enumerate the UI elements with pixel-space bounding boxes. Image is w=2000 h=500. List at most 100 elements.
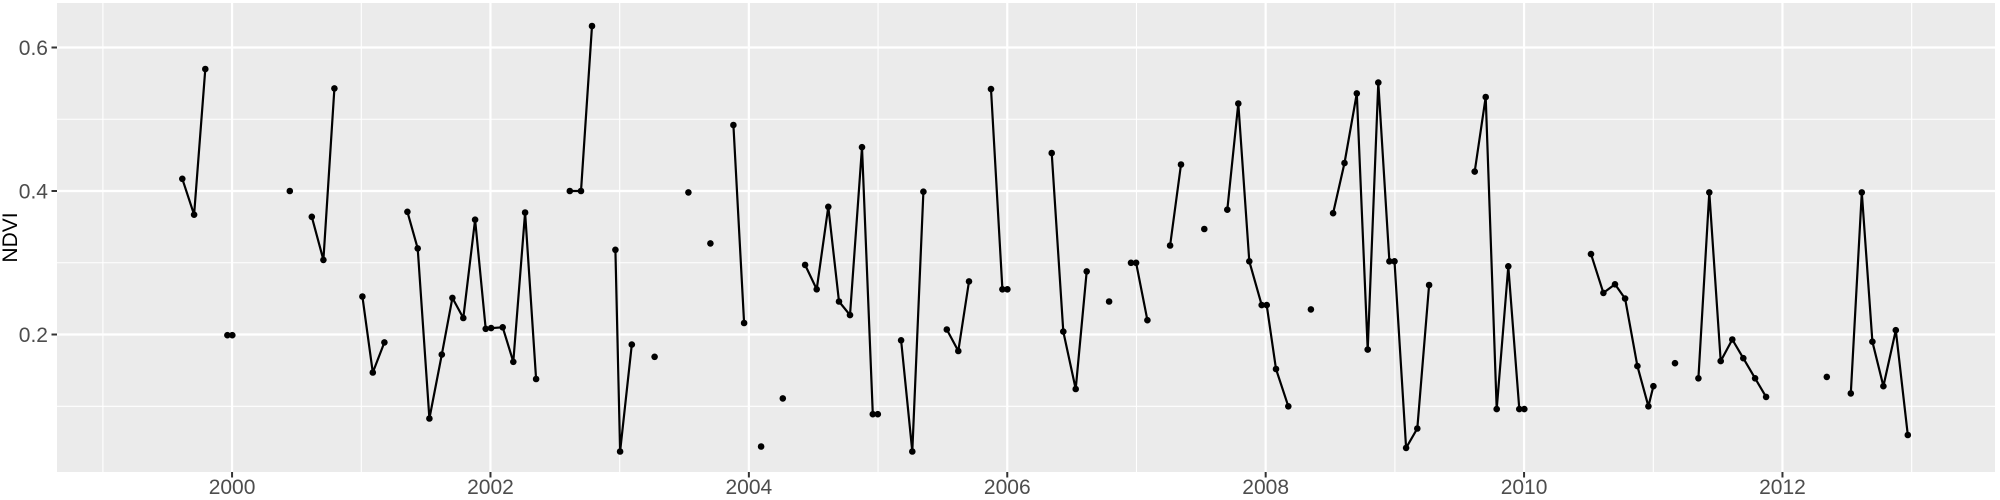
data-point [1482,93,1489,101]
data-point [1258,301,1265,309]
y-tick-label: 0.4 [19,181,49,204]
data-point [224,331,231,339]
data-point [1285,403,1292,410]
data-point [1521,405,1528,413]
data-point [1762,393,1770,401]
data-point [566,187,574,195]
data-point [1740,354,1747,362]
data-point [1386,258,1393,265]
data-point [1272,365,1280,373]
data-point [1751,375,1759,382]
data-point [1414,425,1421,432]
data-point [499,324,507,331]
data-point [858,143,866,151]
data-point [331,85,338,92]
data-point [965,278,973,285]
data-point [460,314,467,322]
y-axis-title: NDVI [0,212,22,262]
data-point [320,256,327,264]
data-point [1621,295,1629,302]
data-point [588,22,596,30]
data-point [707,240,714,247]
plot-panel [57,3,1995,472]
data-point [1611,281,1619,288]
data-point [404,208,411,216]
data-point [999,286,1006,293]
data-point [1132,259,1140,267]
data-point [1402,444,1410,452]
data-point [1004,286,1011,293]
data-point [612,246,619,254]
x-tick-label: 2008 [1242,476,1289,499]
data-point [1177,161,1185,168]
data-point [1144,316,1151,324]
data-point [1166,242,1174,249]
data-point [286,187,294,195]
data-point [1904,431,1912,439]
data-point [757,443,765,450]
data-point [1493,405,1500,413]
data-point [414,245,422,252]
data-point [1329,209,1337,217]
data-point [1600,289,1607,297]
data-point [1671,359,1679,367]
data-point [1307,306,1315,313]
data-point [1224,206,1231,213]
data-point [1201,225,1208,233]
data-point [987,85,995,93]
data-point [1471,168,1478,175]
data-point [1847,390,1855,397]
data-point [801,261,809,269]
x-tick-label: 2010 [1501,476,1548,499]
data-point [1880,382,1887,390]
data-point [1634,362,1641,370]
x-tick-label: 2012 [1759,476,1806,499]
data-point [1717,357,1724,365]
data-point [730,121,737,129]
data-point [449,294,456,302]
data-point [1695,375,1702,382]
y-tick-label: 0.6 [19,37,48,60]
data-point [846,311,854,319]
data-point [1127,259,1135,267]
data-point [1505,263,1512,270]
data-point [1353,90,1361,97]
data-point [1375,79,1382,86]
data-point [532,375,540,383]
x-tick-label: 2004 [726,476,773,499]
data-point [1425,281,1433,289]
data-point [369,369,377,376]
series-segment [1849,191,1909,437]
data-point [521,209,529,216]
data-point [202,65,209,73]
data-point [616,448,624,455]
data-point [1105,298,1113,305]
data-point [359,293,366,300]
data-point [1645,403,1652,410]
data-point [1235,100,1242,107]
data-point [482,325,490,333]
data-point [813,286,820,293]
data-point [1048,149,1055,157]
data-point [869,410,877,418]
data-point [1391,258,1398,265]
data-point [835,298,843,305]
data-point [1892,326,1900,334]
x-tick-label: 2000 [209,476,256,499]
data-point [1516,405,1523,413]
x-tick-label: 2002 [467,476,514,499]
data-point [577,187,585,195]
data-point [1729,336,1736,343]
x-axis-labels: 2000 2002 2004 2006 2008 2010 2012 [209,476,1806,499]
minor-gridlines [57,3,1995,472]
data-point [1060,328,1067,335]
data-point [685,189,692,196]
data-point [628,341,636,348]
data-point [651,353,658,361]
series-ndvi [179,22,1912,455]
data-point [825,203,832,211]
data-point [1341,159,1348,167]
data-point [779,395,787,402]
data-point [943,326,951,333]
